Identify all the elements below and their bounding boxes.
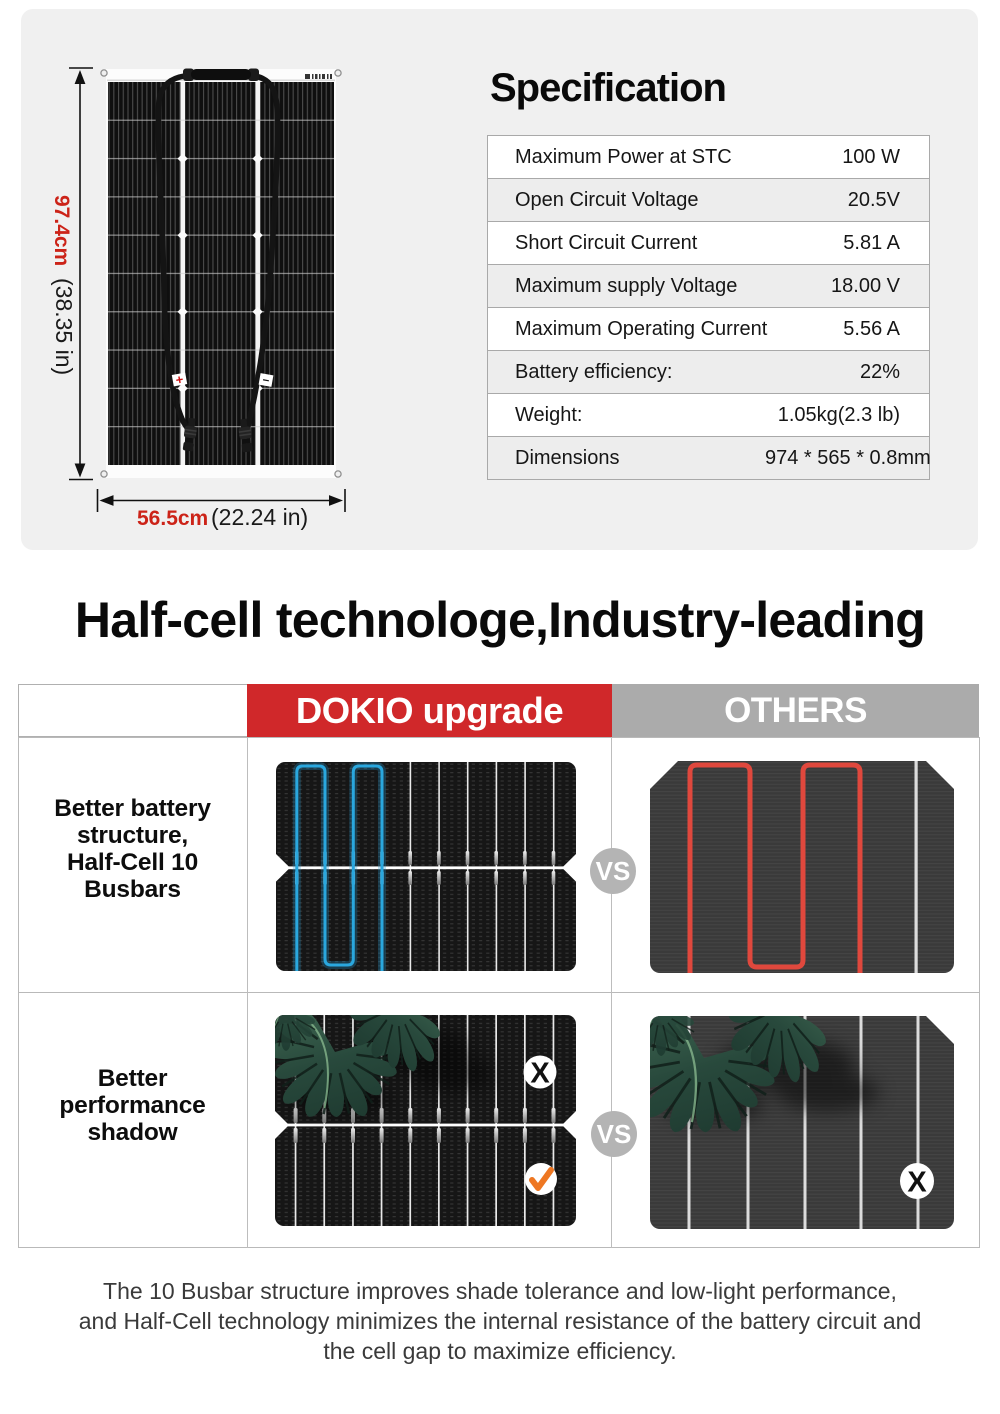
svg-text:(38.35 in): (38.35 in) xyxy=(51,278,77,375)
svg-text:+: + xyxy=(174,371,184,387)
svg-text:X: X xyxy=(530,1058,550,1090)
svg-text:X: X xyxy=(907,1167,927,1199)
svg-text:56.5cm: 56.5cm xyxy=(137,507,208,530)
svg-text:97.4cm: 97.4cm xyxy=(50,195,73,266)
svg-text:–: – xyxy=(262,372,271,387)
svg-text:(22.24 in): (22.24 in) xyxy=(211,504,308,530)
